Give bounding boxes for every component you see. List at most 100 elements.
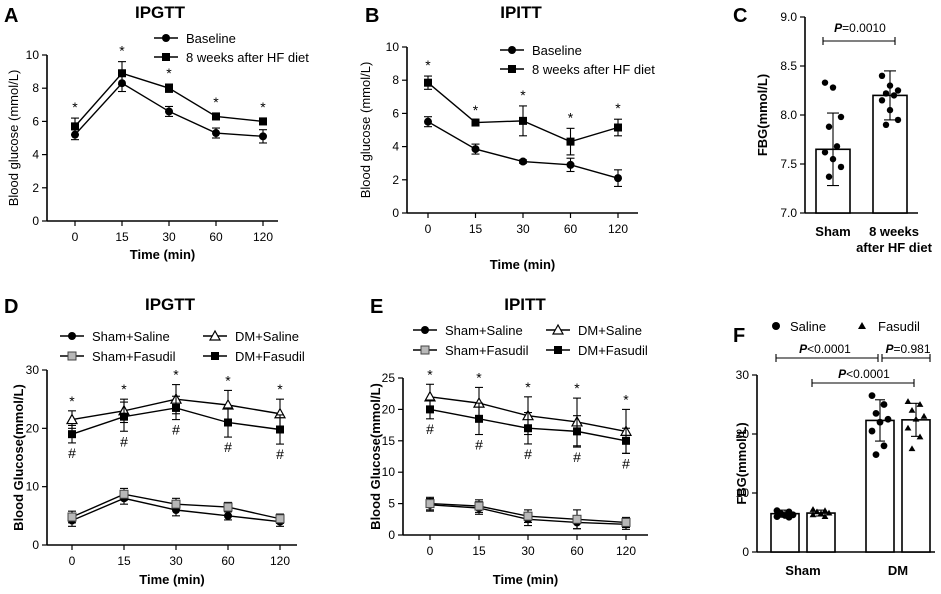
y-axis-title: Blood Glucose(mmol/L) [11,384,26,531]
data-point [817,510,825,517]
y-tick-label: 8 [392,73,399,87]
legend-item-1-label: Sham+Fasudil [92,349,176,364]
x-tick-label: 120 [270,554,290,568]
data-point [829,84,837,91]
data-point [519,157,527,166]
y-tick-label: 30 [736,368,750,382]
data-point [424,78,432,87]
data-point [212,112,220,121]
y-tick-label: 5 [388,497,395,511]
legend-item-0-label: Sham+Saline [445,323,523,338]
data-point [259,132,267,141]
y-tick-label: 8.5 [780,59,797,73]
hash-mark: # [276,446,284,462]
data-point [868,392,876,400]
x-axis-title: Time (min) [130,247,196,262]
data-point [904,398,912,404]
data-point [829,155,837,163]
data-point [165,84,173,93]
data-point [621,517,631,527]
x-tick-label: 0 [427,544,434,558]
y-tick-label: 10 [26,480,40,494]
data-point [426,405,434,414]
legend-label-fasudil: Fasudil [878,319,920,334]
data-point [65,413,79,425]
x-axis-title: Time (min) [493,572,559,587]
significance-mark: * [260,99,266,115]
data-point [120,412,128,421]
data-point [425,499,435,509]
data-point [821,79,829,86]
data-point [908,445,916,452]
significance-mark: * [72,99,78,115]
data-point [523,511,533,521]
significance-mark: * [427,366,433,382]
x-category-label: Sham [785,563,820,578]
hash-mark: # [172,422,180,438]
data-point [171,499,181,509]
p-symbol: P [834,21,843,35]
panel-title-B: IPITT [500,3,542,22]
legend-item-1-marker [508,65,516,73]
panel-label-B: B [365,5,379,27]
data-point [566,160,575,169]
panel-title-A: IPGTT [135,3,186,22]
significance-label: P=0.0010 [834,21,886,35]
data-point [886,82,894,89]
significance-mark: * [623,391,629,407]
data-point [825,123,833,130]
x-tick-label: 0 [72,230,79,244]
data-point [474,501,484,511]
y-tick-label: 0 [32,538,39,552]
x-tick-label: 120 [253,230,273,244]
data-point [890,92,898,99]
data-point [573,427,581,436]
y-tick-label: 10 [26,48,40,62]
significance-mark: * [525,379,531,395]
x-tick-label: 15 [117,554,131,568]
data-point [916,433,924,440]
significance-mark: * [425,57,431,73]
data-point [894,116,902,124]
y-tick-label: 4 [32,148,39,162]
x-tick-label: 60 [564,222,578,236]
panel-label-E: E [370,296,383,318]
legend-marker-fasudil [858,322,866,329]
y-tick-label: 2 [392,173,399,187]
data-point [165,107,173,116]
y-tick-label: 10 [736,486,750,500]
x-axis-title: Time (min) [490,257,556,272]
significance-bracket-label: P=0.981 [885,342,930,356]
legend-item-1-label: 8 weeks after HF diet [186,50,309,65]
significance-mark: * [615,100,621,116]
legend-item-0-marker [421,326,429,334]
data-point [524,424,532,433]
data-point [276,425,284,434]
significance-mark: * [476,369,482,385]
p-value: <0.0001 [807,342,851,356]
y-axis-title: Blood glucose (mmol/L) [6,70,21,207]
x-tick-label: 30 [162,230,176,244]
y-tick-label: 6 [32,114,39,128]
significance-bracket-label: P<0.0001 [838,367,890,381]
hash-mark: # [622,455,630,471]
legend-item-3-marker [211,352,219,360]
data-point [622,436,630,445]
data-point [813,508,821,515]
bar [865,419,895,553]
data-point [614,123,622,132]
data-point [471,145,480,154]
panel-title-D: IPGTT [145,295,196,314]
data-point [912,415,920,422]
data-point [868,427,876,435]
data-point [821,513,829,519]
significance-mark: * [277,381,283,397]
data-point [259,117,267,126]
legend-marker-saline [772,322,780,330]
legend-item-1-label: Sham+Fasudil [445,343,529,358]
legend-item-3-label: DM+Fasudil [235,349,305,364]
data-point [614,174,622,183]
data-point [878,97,886,104]
x-category-label: 8 weeks [869,224,919,239]
